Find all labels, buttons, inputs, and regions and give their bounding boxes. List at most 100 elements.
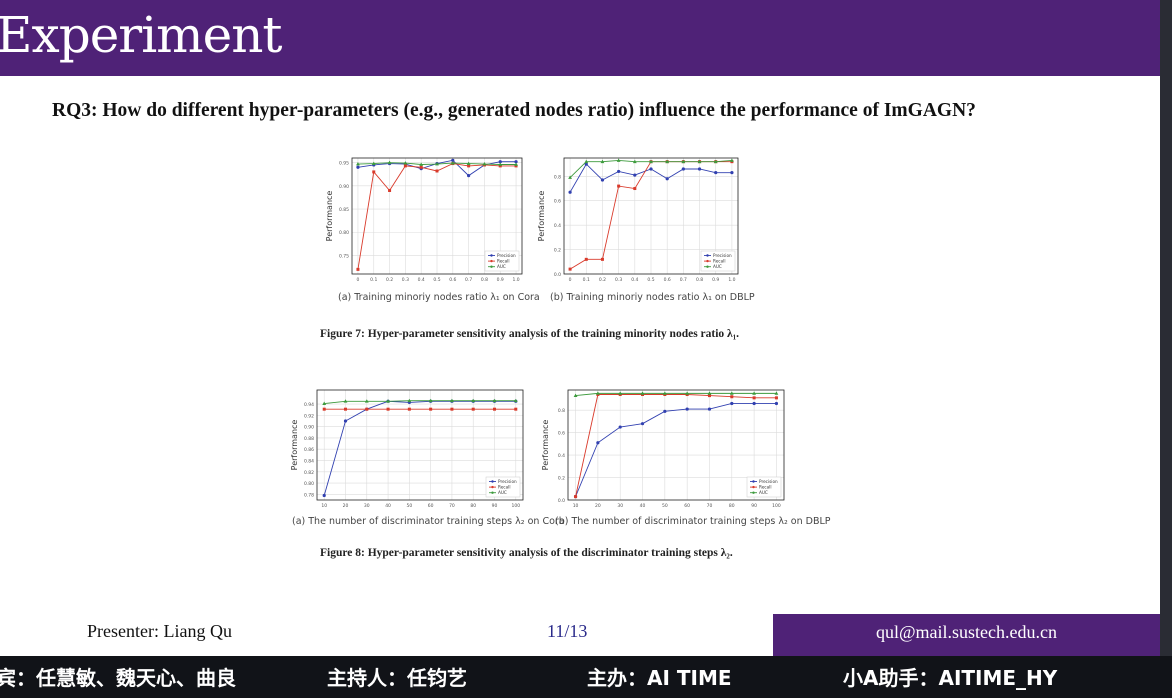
data-point-auc — [568, 175, 572, 179]
chart-steps-dblp-label: (b) The number of discriminator training… — [555, 516, 831, 527]
x-tick-label: 60 — [428, 503, 434, 509]
x-tick-label: 0.5 — [647, 277, 654, 283]
x-tick-label: 0.3 — [615, 277, 622, 283]
data-point-recall — [774, 396, 778, 400]
plot-frame — [351, 157, 523, 275]
y-tick-label: 0.4 — [558, 453, 565, 459]
data-point-recall — [600, 257, 604, 261]
legend-label: AUC — [713, 264, 722, 269]
data-point-auc — [471, 398, 476, 403]
data-point-precision — [633, 173, 637, 177]
data-point-auc — [364, 399, 369, 403]
y-tick-label: 0.78 — [304, 492, 314, 498]
x-tick-label: 10 — [321, 503, 327, 509]
x-tick-label: 30 — [364, 503, 370, 509]
x-tick-label: 0.7 — [680, 277, 687, 283]
legend-marker — [490, 265, 493, 268]
data-point-auc — [729, 391, 734, 395]
y-tick-label: 0.0 — [554, 272, 561, 278]
data-point-recall — [574, 495, 578, 499]
footer-email: qul@mail.sustech.edu.cn — [875, 622, 1058, 642]
data-point-precision — [752, 401, 756, 406]
data-point-recall — [407, 407, 411, 411]
legend-marker — [491, 485, 494, 489]
data-point-precision — [618, 425, 622, 429]
x-tick-label: 60 — [684, 503, 690, 509]
data-point-auc — [356, 162, 360, 166]
legend-label: Precision — [498, 479, 517, 484]
data-point-recall — [467, 164, 471, 168]
series-line-auc — [324, 400, 516, 404]
y-tick-label: 0.85 — [339, 207, 349, 213]
y-tick-label: 0.84 — [304, 459, 314, 465]
y-tick-label: 0.82 — [304, 470, 314, 476]
data-point-precision — [665, 177, 669, 181]
data-point-auc — [685, 391, 690, 395]
x-tick-label: 0 — [357, 277, 360, 283]
plot-frame — [567, 389, 785, 501]
legend-box — [485, 476, 521, 498]
data-point-recall — [633, 187, 637, 191]
legend-marker — [490, 259, 493, 263]
data-point-precision — [707, 407, 712, 411]
data-point-precision — [714, 171, 718, 175]
y-tick-label: 0.8 — [554, 174, 561, 180]
data-point-precision — [649, 167, 653, 171]
legend-label: AUC — [498, 490, 507, 495]
y-tick-label: 0.90 — [304, 425, 314, 431]
series-line-precision — [575, 403, 777, 497]
x-tick-label: 0.2 — [599, 277, 606, 283]
footer-page-number: 11/13 — [547, 621, 588, 641]
legend-marker — [491, 480, 494, 483]
legend-box — [700, 250, 736, 272]
data-point-precision — [617, 169, 621, 174]
x-tick-label: 0.6 — [449, 277, 456, 283]
y-tick-label: 0.88 — [304, 436, 314, 442]
data-point-auc — [450, 161, 455, 165]
legend-label: AUC — [497, 264, 506, 269]
data-point-precision — [600, 178, 605, 182]
data-point-auc — [713, 159, 718, 164]
data-point-precision — [681, 167, 685, 171]
x-tick-label: 0.4 — [418, 277, 425, 283]
data-point-recall — [365, 407, 369, 411]
legend-label: Recall — [497, 259, 510, 264]
y-tick-label: 0.80 — [304, 481, 314, 487]
data-point-recall — [403, 164, 407, 168]
ticker-host: 主持人：任钧艺 — [327, 666, 467, 690]
legend-marker — [752, 480, 755, 483]
data-point-recall — [584, 257, 588, 261]
y-axis-label: Performance — [325, 191, 334, 242]
data-point-precision — [498, 160, 502, 164]
data-point-recall — [471, 407, 475, 411]
x-tick-label: 0.5 — [433, 277, 440, 283]
x-tick-label: 0.7 — [465, 277, 472, 283]
plot-frame — [316, 389, 524, 501]
data-point-auc — [514, 162, 518, 166]
data-point-auc — [640, 391, 645, 395]
chart-steps-cora-label: (a) The number of discriminator training… — [292, 516, 565, 527]
data-point-auc — [618, 391, 623, 395]
data-point-recall — [419, 165, 423, 169]
data-point-auc — [584, 159, 589, 164]
data-point-recall — [752, 396, 756, 400]
footer-presenter: Presenter: Liang Qu — [87, 621, 232, 641]
data-point-auc — [632, 159, 637, 164]
x-tick-label: 50 — [406, 503, 412, 509]
data-point-auc — [730, 158, 734, 162]
data-point-recall — [617, 184, 621, 188]
data-point-auc — [482, 162, 487, 166]
data-point-precision — [697, 167, 702, 171]
y-tick-label: 0.80 — [339, 230, 349, 236]
data-point-recall — [343, 407, 347, 411]
data-point-auc — [774, 391, 779, 395]
x-tick-label: 0.9 — [712, 277, 719, 283]
figure-7-caption: Figure 7: Hyper-parameter sensitivity an… — [320, 328, 740, 340]
chart-ratio-dblp: 0.0 0.2 0.4 0.6 0.8 0 0.1 0.2 0.3 0.4 0.5 0.6 0.7 0.8… — [537, 157, 739, 283]
data-point-recall — [372, 170, 376, 174]
data-point-auc — [649, 159, 653, 164]
legend-label: Recall — [498, 485, 511, 490]
data-point-auc — [387, 160, 392, 165]
legend-box — [484, 250, 520, 272]
data-point-recall — [435, 169, 439, 173]
